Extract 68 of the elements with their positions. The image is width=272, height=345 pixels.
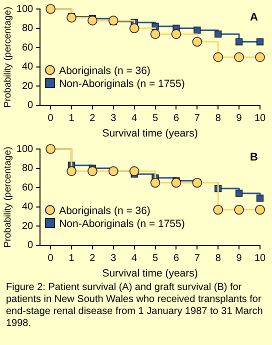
x-tick-label: 6 bbox=[173, 253, 180, 264]
y-tick-label: 20 bbox=[22, 80, 34, 92]
point bbox=[234, 52, 244, 62]
point bbox=[129, 23, 140, 34]
point bbox=[150, 178, 160, 188]
y-tick-label: 80 bbox=[22, 23, 34, 34]
legend-label: Aboriginals (n = 36) bbox=[58, 205, 152, 218]
point bbox=[150, 29, 160, 39]
point bbox=[256, 194, 264, 202]
y-tick-label: 0 bbox=[28, 240, 34, 252]
x-tick-label: 2 bbox=[90, 113, 96, 124]
point bbox=[192, 36, 202, 47]
point bbox=[213, 52, 224, 62]
point bbox=[171, 29, 182, 39]
y-tick-label: 100 bbox=[16, 4, 34, 15]
x-tick-label: 3 bbox=[110, 253, 117, 264]
point bbox=[256, 38, 264, 46]
y-tick-label: 0 bbox=[28, 100, 34, 112]
chart-title: B bbox=[250, 152, 258, 164]
caption: Figure 2: Patient survival (A) and graft survival (B) for patients in New South Wales who received transplants for end-stage renal disease from 1 January 1987 to 31 March 1998. bbox=[5, 281, 264, 330]
point bbox=[66, 166, 76, 176]
x-tick-label: 1 bbox=[68, 113, 75, 124]
y-tick-label: 100 bbox=[16, 144, 34, 155]
x-tick-label: 1 bbox=[68, 253, 75, 264]
y-tick-label: 60 bbox=[22, 182, 34, 194]
point bbox=[234, 204, 244, 215]
x-tick-label: 4 bbox=[132, 253, 138, 264]
point bbox=[255, 204, 265, 215]
x-tick-label: 8 bbox=[215, 253, 222, 264]
x-axis-title: Survival time (years) bbox=[102, 268, 198, 280]
x-tick-label: 0 bbox=[48, 113, 54, 124]
point bbox=[88, 16, 98, 26]
legend-label: Non-Aboriginals (n = 1755) bbox=[58, 78, 185, 92]
point bbox=[129, 166, 140, 176]
x-tick-label: 2 bbox=[90, 253, 96, 264]
x-tick-label: 7 bbox=[194, 113, 200, 124]
x-tick-label: 9 bbox=[236, 113, 242, 124]
point bbox=[194, 26, 201, 34]
x-tick-label: 5 bbox=[152, 253, 158, 264]
x-tick-label: 8 bbox=[215, 113, 222, 124]
x-tick-label: 3 bbox=[110, 113, 117, 124]
x-tick-label: 0 bbox=[48, 253, 54, 264]
chart-title: A bbox=[250, 12, 258, 24]
y-axis-title: Probability (percentage) bbox=[2, 6, 14, 108]
legend-label: Aboriginals (n = 36) bbox=[58, 65, 152, 78]
legend-label: Non-Aboriginals (n = 1755) bbox=[58, 218, 185, 232]
y-tick-label: 80 bbox=[22, 163, 34, 174]
x-tick-label: 4 bbox=[132, 113, 138, 124]
y-tick-label: 40 bbox=[22, 62, 34, 73]
x-tick-label: 10 bbox=[254, 113, 266, 124]
y-tick-label: 60 bbox=[22, 42, 34, 54]
y-axis-title: Probability (percentage) bbox=[2, 146, 14, 248]
point bbox=[235, 38, 243, 46]
point bbox=[255, 52, 265, 62]
point bbox=[88, 166, 98, 176]
y-tick-label: 20 bbox=[22, 220, 34, 232]
point bbox=[66, 12, 76, 23]
x-tick-label: 7 bbox=[194, 253, 200, 264]
x-tick-label: 6 bbox=[173, 113, 180, 124]
x-tick-label: 9 bbox=[236, 253, 242, 264]
point bbox=[171, 178, 182, 188]
x-axis-title: Survival time (years) bbox=[102, 128, 198, 140]
x-tick-label: 10 bbox=[254, 253, 266, 264]
point bbox=[214, 30, 222, 38]
point bbox=[235, 190, 243, 197]
point bbox=[213, 204, 224, 215]
x-tick-label: 5 bbox=[152, 113, 158, 124]
y-tick-label: 40 bbox=[22, 202, 34, 213]
